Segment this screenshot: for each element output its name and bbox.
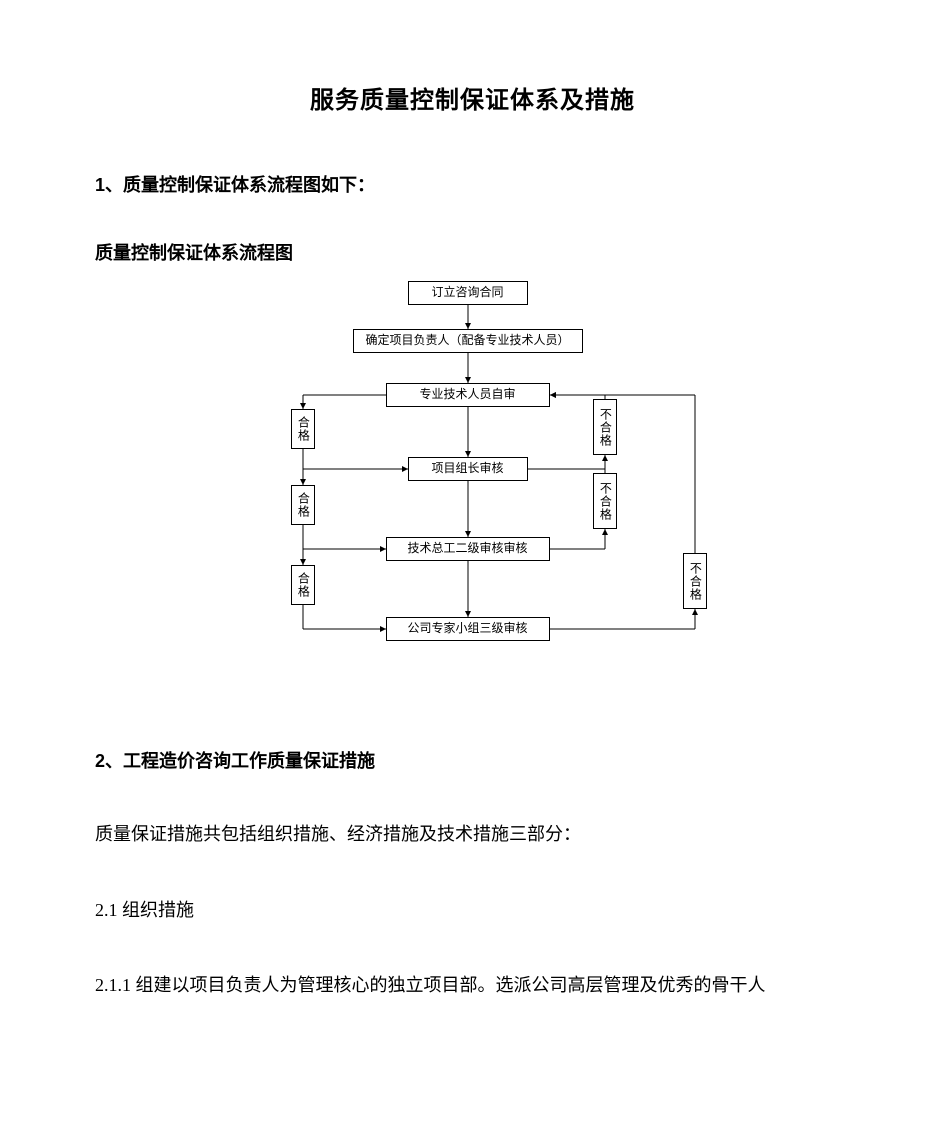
paragraph-intro: 质量保证措施共包括组织措施、经济措施及技术措施三部分：	[95, 815, 850, 855]
paragraph-2-1: 2.1 组织措施	[95, 891, 850, 931]
paragraph-2-1-1: 2.1.1 组建以项目负责人为管理核心的独立项目部。选派公司高层管理及优秀的骨干…	[95, 966, 850, 1006]
flowchart-node-n5: 技术总工二级审核审核	[386, 537, 550, 561]
flowchart-node-n1: 订立咨询合同	[408, 281, 528, 305]
section-1-heading: 1、质量控制保证体系流程图如下：	[95, 171, 850, 197]
flowchart: 订立咨询合同确定项目负责人（配备专业技术人员） 专业技术人员自审项目组长审核技术总…	[213, 277, 733, 697]
flowchart-node-n4: 项目组长审核	[408, 457, 528, 481]
section-2-heading: 2、工程造价咨询工作质量保证措施	[95, 747, 850, 773]
flowchart-node-p3: 合格	[291, 565, 315, 605]
flowchart-node-p1: 合格	[291, 409, 315, 449]
flowchart-node-f2: 不合格	[593, 473, 617, 529]
page-title: 服务质量控制保证体系及措施	[95, 80, 850, 115]
flowchart-node-n3: 专业技术人员自审	[386, 383, 550, 407]
flowchart-node-n6: 公司专家小组三级审核	[386, 617, 550, 641]
flowchart-node-f3: 不合格	[683, 553, 707, 609]
flowchart-node-n2: 确定项目负责人（配备专业技术人员）	[353, 329, 583, 353]
flowchart-heading: 质量控制保证体系流程图	[95, 239, 850, 265]
document-page: 服务质量控制保证体系及措施 1、质量控制保证体系流程图如下： 质量控制保证体系流…	[0, 0, 945, 1123]
flowchart-node-f1: 不合格	[593, 399, 617, 455]
flowchart-node-p2: 合格	[291, 485, 315, 525]
